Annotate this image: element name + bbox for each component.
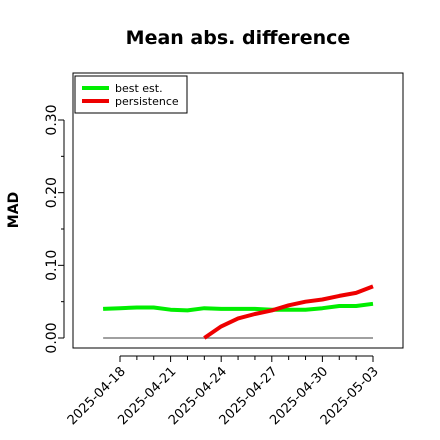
y-tick-label: 0.10 xyxy=(44,250,60,281)
legend-label-persistence: persistence xyxy=(115,95,179,108)
y-axis: 0.00 0.10 0.20 0.30 xyxy=(44,104,65,354)
plot-frame xyxy=(72,72,404,349)
series-line-persistence xyxy=(203,284,374,340)
series-line-best-est xyxy=(103,301,374,313)
legend-label-best-est: best est. xyxy=(115,82,163,95)
y-tick-label: 0.20 xyxy=(44,177,60,208)
legend-box xyxy=(74,75,188,114)
y-tick-label: 0.30 xyxy=(44,104,60,135)
legend: best est.persistence xyxy=(74,75,188,114)
y-tick-label: 0.00 xyxy=(44,322,60,353)
plot-area xyxy=(103,284,374,340)
x-axis: 2025-04-182025-04-212025-04-242025-04-27… xyxy=(65,355,382,428)
chart-title: Mean abs. difference xyxy=(126,27,351,49)
y-axis-label: MAD xyxy=(6,192,22,228)
